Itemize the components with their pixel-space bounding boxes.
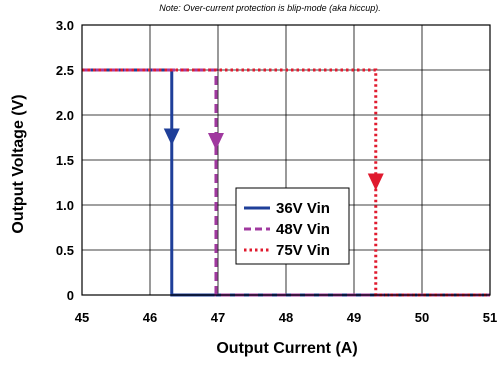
series-arrow-3	[367, 173, 384, 191]
series-arrow-1	[163, 128, 180, 146]
series-arrow-2	[207, 133, 224, 150]
y-tick-label: 3.0	[56, 18, 74, 33]
x-tick-label: 49	[347, 310, 361, 325]
y-tick-label: 1.5	[56, 153, 74, 168]
legend-label: 48V Vin	[276, 221, 330, 238]
plot-frame	[81, 24, 491, 296]
x-tick-labels: 45 46 47 48 49 50 51	[75, 310, 497, 325]
legend-label: 75V Vin	[276, 242, 330, 259]
x-tick-label: 50	[415, 310, 429, 325]
legend: 36V Vin 48V Vin 75V Vin	[235, 187, 350, 265]
legend-box	[235, 187, 350, 265]
x-tick-label: 45	[75, 310, 89, 325]
x-tick-label: 46	[143, 310, 157, 325]
y-tick-label: 2.0	[56, 108, 74, 123]
chart-note: Note: Over-current protection is blip-mo…	[159, 3, 380, 13]
y-tick-label: 0.5	[56, 243, 74, 258]
y-tick-label: 1.0	[56, 198, 74, 213]
legend-label: 36V Vin	[276, 200, 330, 217]
x-tick-label: 51	[483, 310, 497, 325]
y-tick-label: 2.5	[56, 63, 74, 78]
y-tick-labels: 0 0.5 1.0 1.5 2.0 2.5 3.0	[56, 18, 74, 303]
x-axis-title: Output Current (A)	[216, 340, 357, 357]
y-tick-label: 0	[67, 288, 74, 303]
x-tick-label: 48	[279, 310, 293, 325]
y-axis-title: Output Voltage (V)	[10, 94, 27, 233]
x-tick-label: 47	[211, 310, 225, 325]
